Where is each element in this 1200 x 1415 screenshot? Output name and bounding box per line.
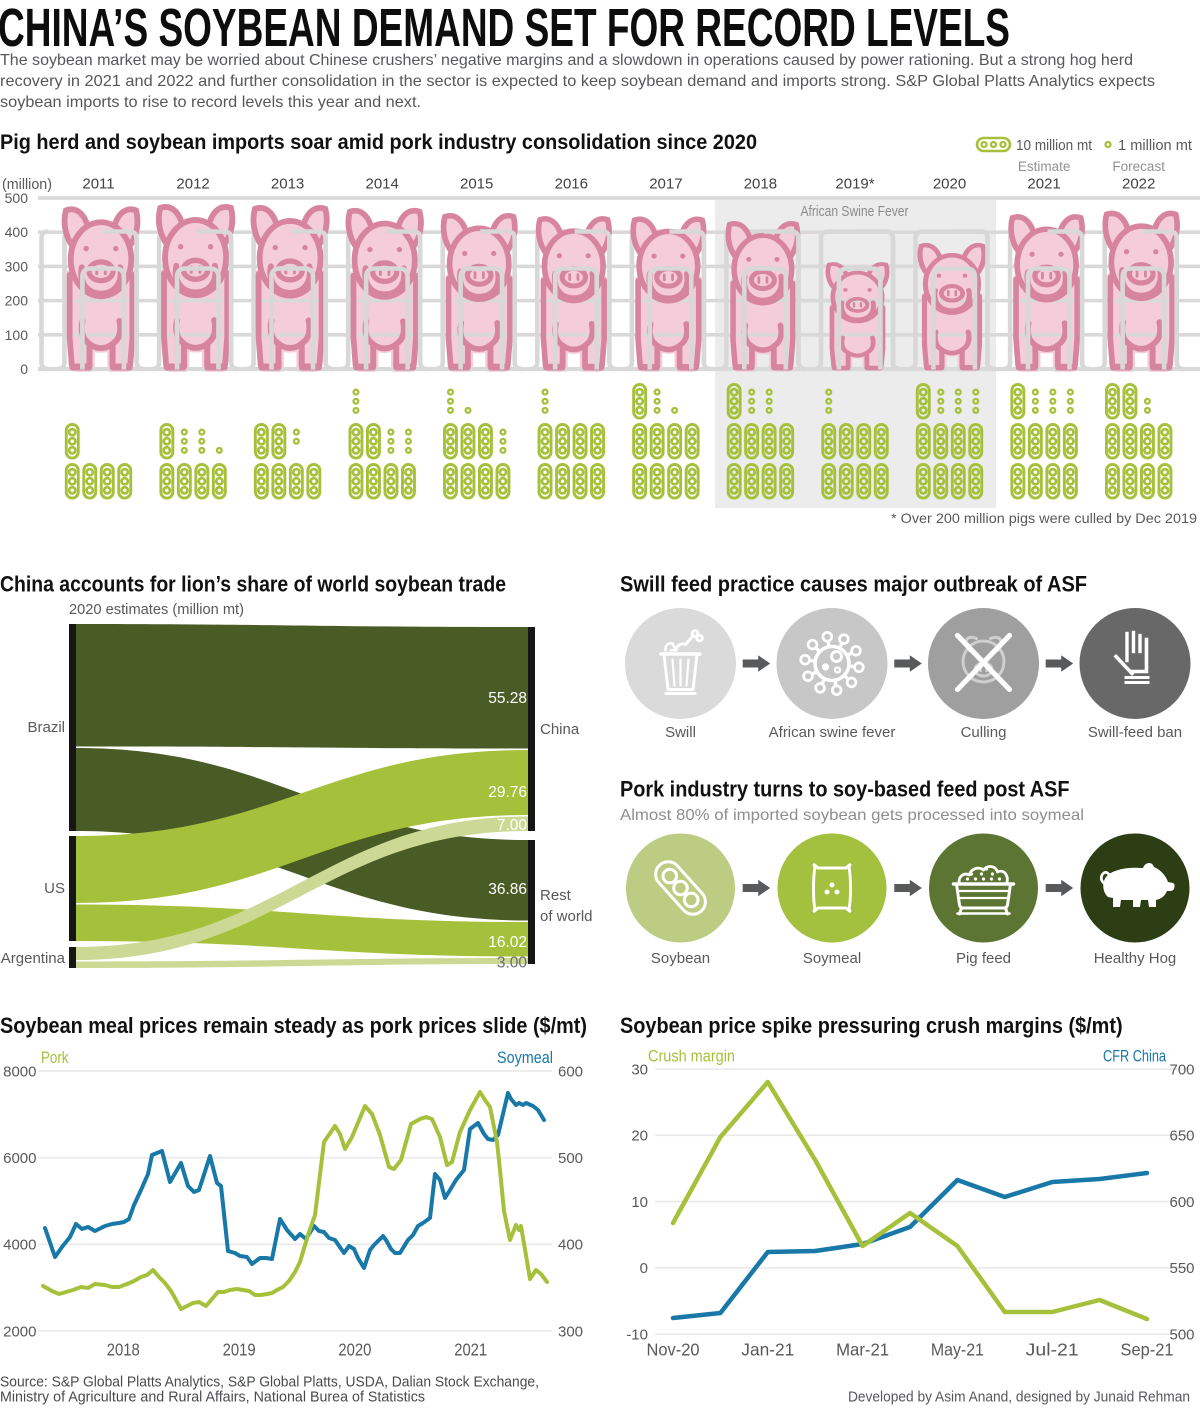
svg-text:2021: 2021 xyxy=(1027,176,1060,193)
svg-text:May-21: May-21 xyxy=(931,1340,984,1360)
svg-text:Source: S&P Global Platts Anal: Source: S&P Global Platts Analytics, S&P… xyxy=(0,1375,539,1391)
svg-text:Ministry of Agriculture and Ru: Ministry of Agriculture and Rural Affair… xyxy=(0,1390,425,1406)
svg-text:8000: 8000 xyxy=(3,1063,36,1080)
svg-text:Argentina: Argentina xyxy=(1,950,66,967)
svg-text:US: US xyxy=(44,880,65,897)
svg-text:Swill feed practice causes maj: Swill feed practice causes major outbrea… xyxy=(620,572,1087,597)
svg-text:Pork industry turns to soy-bas: Pork industry turns to soy-based feed po… xyxy=(620,777,1070,802)
svg-text:2015: 2015 xyxy=(460,176,493,193)
svg-text:Developed by Asim Anand, desig: Developed by Asim Anand, designed by Jun… xyxy=(848,1389,1190,1406)
svg-text:0: 0 xyxy=(20,361,28,377)
svg-text:30: 30 xyxy=(631,1061,648,1078)
svg-text:300: 300 xyxy=(558,1323,583,1340)
svg-text:Culling: Culling xyxy=(961,724,1007,741)
svg-text:400: 400 xyxy=(5,224,29,240)
svg-text:700: 700 xyxy=(1170,1061,1195,1078)
svg-text:2020 estimates (million mt): 2020 estimates (million mt) xyxy=(69,601,244,618)
svg-text:* Over 200 million pigs were c: * Over 200 million pigs were culled by D… xyxy=(891,510,1197,526)
svg-text:soybean imports to rise to rec: soybean imports to rise to record levels… xyxy=(0,94,421,111)
svg-text:-10: -10 xyxy=(626,1327,648,1344)
svg-text:Soybean: Soybean xyxy=(651,950,710,967)
svg-text:2014: 2014 xyxy=(366,176,399,193)
svg-text:Almost 80% of imported soybean: Almost 80% of imported soybean gets proc… xyxy=(620,807,1084,824)
svg-text:2013: 2013 xyxy=(271,176,304,193)
svg-text:Soymeal: Soymeal xyxy=(803,950,861,967)
svg-text:Soybean price spike pressuring: Soybean price spike pressuring crush mar… xyxy=(620,1013,1123,1038)
svg-text:Soymeal: Soymeal xyxy=(497,1049,553,1067)
svg-text:(million): (million) xyxy=(2,176,52,193)
svg-text:2000: 2000 xyxy=(3,1323,36,1340)
svg-text:2020: 2020 xyxy=(338,1340,371,1360)
svg-text:2018: 2018 xyxy=(107,1340,140,1360)
svg-text:of world: of world xyxy=(540,908,593,925)
svg-text:Pork: Pork xyxy=(41,1049,69,1067)
svg-text:6000: 6000 xyxy=(3,1150,36,1167)
svg-text:Sep-21: Sep-21 xyxy=(1121,1340,1174,1360)
svg-text:Mar-21: Mar-21 xyxy=(836,1340,889,1360)
svg-text:CFR China: CFR China xyxy=(1103,1048,1167,1066)
svg-text:0: 0 xyxy=(640,1260,648,1277)
svg-text:Crush margin: Crush margin xyxy=(648,1048,735,1066)
svg-text:550: 550 xyxy=(1170,1260,1195,1277)
svg-text:2016: 2016 xyxy=(555,176,588,193)
svg-text:recovery in 2021 and 2022 and: recovery in 2021 and 2022 and further co… xyxy=(0,73,1155,90)
svg-text:29.76: 29.76 xyxy=(488,784,527,801)
svg-text:2011: 2011 xyxy=(82,176,114,193)
svg-text:600: 600 xyxy=(1170,1194,1195,1211)
svg-text:Brazil: Brazil xyxy=(27,719,65,736)
svg-text:3.00: 3.00 xyxy=(497,955,528,972)
svg-text:Rest: Rest xyxy=(540,887,572,904)
svg-text:African swine fever: African swine fever xyxy=(769,724,896,741)
svg-text:100: 100 xyxy=(5,327,29,343)
svg-text:4000: 4000 xyxy=(3,1237,36,1254)
svg-text:2020: 2020 xyxy=(933,176,966,193)
svg-text:Jan-21: Jan-21 xyxy=(741,1340,794,1360)
svg-text:10: 10 xyxy=(631,1194,648,1211)
svg-text:36.86: 36.86 xyxy=(488,881,527,898)
svg-text:CHINA’S SOYBEAN DEMAND SET FOR: CHINA’S SOYBEAN DEMAND SET FOR RECORD LE… xyxy=(0,0,1010,58)
svg-text:Jul-21: Jul-21 xyxy=(1026,1340,1079,1360)
svg-text:1 million mt: 1 million mt xyxy=(1118,137,1193,154)
svg-text:China: China xyxy=(540,721,580,738)
svg-text:Swill-feed ban: Swill-feed ban xyxy=(1088,724,1182,741)
svg-text:16.02: 16.02 xyxy=(488,934,527,951)
svg-text:2022: 2022 xyxy=(1122,176,1155,193)
svg-text:500: 500 xyxy=(1170,1327,1195,1344)
svg-text:500: 500 xyxy=(5,190,29,206)
svg-text:7.00: 7.00 xyxy=(497,817,528,834)
svg-text:500: 500 xyxy=(558,1150,583,1167)
svg-text:600: 600 xyxy=(558,1063,583,1080)
svg-text:2019*: 2019* xyxy=(835,176,874,193)
svg-text:20: 20 xyxy=(631,1128,648,1145)
svg-text:55.28: 55.28 xyxy=(488,690,527,707)
svg-text:2021: 2021 xyxy=(454,1340,487,1360)
svg-text:China accounts for lion’s shar: China accounts for lion’s share of world… xyxy=(0,572,506,597)
svg-text:Soybean meal prices remain ste: Soybean meal prices remain steady as por… xyxy=(0,1013,587,1038)
svg-text:10 million mt: 10 million mt xyxy=(1016,137,1093,154)
svg-text:650: 650 xyxy=(1170,1128,1195,1145)
svg-text:Nov-20: Nov-20 xyxy=(647,1340,700,1360)
svg-text:200: 200 xyxy=(5,293,29,309)
svg-text:Healthy Hog: Healthy Hog xyxy=(1094,950,1177,967)
svg-text:Forecast: Forecast xyxy=(1112,159,1165,174)
svg-text:400: 400 xyxy=(558,1237,583,1254)
svg-text:Swill: Swill xyxy=(665,724,696,741)
svg-text:2018: 2018 xyxy=(744,176,777,193)
svg-text:Estimate: Estimate xyxy=(1018,159,1071,174)
svg-text:Pig herd and soybean imports s: Pig herd and soybean imports soar amid p… xyxy=(0,131,757,154)
svg-text:300: 300 xyxy=(5,258,29,274)
svg-text:Pig feed: Pig feed xyxy=(956,950,1011,967)
svg-text:African Swine Fever: African Swine Fever xyxy=(801,203,909,220)
svg-text:2017: 2017 xyxy=(649,176,682,193)
svg-text:2019: 2019 xyxy=(223,1340,256,1360)
svg-text:The soybean market may be worr: The soybean market may be worried about … xyxy=(0,52,1133,69)
svg-text:2012: 2012 xyxy=(176,176,209,193)
